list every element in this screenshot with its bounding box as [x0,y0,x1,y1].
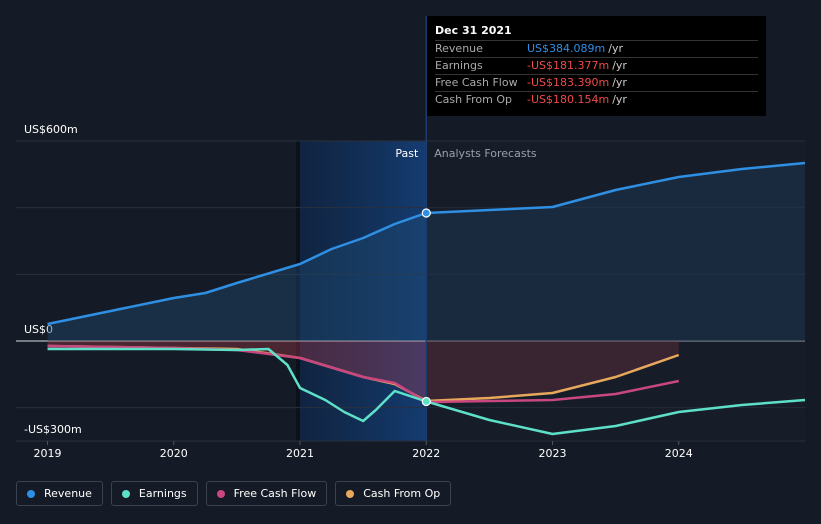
legend-label: Revenue [44,487,92,500]
legend-dot [346,489,355,498]
tooltip-row: Free Cash Flow -US$183.390m/yr [435,74,758,91]
tooltip-unit: /yr [612,59,627,72]
legend-label: Free Cash Flow [233,487,317,500]
tooltip-row: Cash From Op -US$180.154m/yr [435,91,758,108]
forecast-region [426,141,805,441]
tooltip-row: Earnings -US$181.377m/yr [435,57,758,74]
tooltip-unit: /yr [608,42,623,55]
tooltip-value: -US$183.390m [527,76,610,89]
y-tick-label: US$0 [24,323,53,336]
legend: Revenue Earnings Free Cash Flow Cash From O… [16,481,452,506]
tooltip-label: Cash From Op [435,93,513,106]
tooltip-row: Revenue US$384.089m/yr [435,40,758,57]
legend-item[interactable]: Free Cash Flow [205,481,328,506]
legend-dot [216,489,225,498]
y-tick-label: -US$300m [24,423,82,436]
tooltip-label: Revenue [435,42,483,55]
tooltip-value: US$384.089m [527,42,606,55]
tooltip-value: -US$181.377m [527,59,610,72]
legend-label: Earnings [138,487,187,500]
pre-past-region [296,141,301,441]
tooltip-label: Earnings [435,59,483,72]
highlight-point [421,396,431,407]
series-line [47,347,806,436]
tooltip-unit: /yr [612,93,627,106]
x-tick-label: 2023 [539,447,567,460]
legend-label: Cash From Op [363,487,441,500]
forecast-label: Analysts Forecasts [434,147,537,160]
legend-item[interactable]: Cash From Op [335,481,452,506]
x-tick-label: 2022 [412,447,440,460]
tooltip-value: -US$180.154m [527,93,610,106]
legend-item[interactable]: Earnings [110,481,198,506]
tooltip-date: Dec 31 2021 [435,24,512,37]
tooltip-label: Free Cash Flow [435,76,518,89]
x-tick-label: 2020 [160,447,188,460]
legend-dot [27,489,35,498]
tooltip: Dec 31 2021 Revenue US$384.089m/yr Earnings… [427,16,766,116]
x-tick-label: 2021 [286,447,314,460]
y-tick-label: US$600m [24,123,78,136]
x-tick-label: 2019 [34,447,62,460]
highlight-point [421,208,431,218]
cash-area [47,341,679,402]
legend-dot [121,489,130,498]
tooltip-unit: /yr [612,76,627,89]
x-tick-label: 2024 [665,447,693,460]
past-label: Past [395,147,419,160]
series-line [47,161,806,326]
legend-item[interactable]: Revenue [16,481,103,506]
